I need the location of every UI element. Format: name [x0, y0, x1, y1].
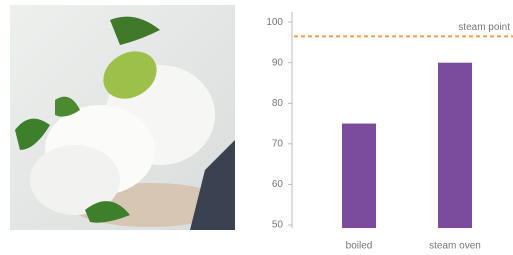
bar [438, 63, 472, 228]
bar [342, 124, 376, 228]
x-tick-label: steam oven [429, 241, 481, 252]
y-tick-label: 80 [272, 98, 284, 109]
y-tick-label: 60 [272, 179, 284, 190]
y-tick-label: 100 [266, 17, 283, 28]
y-tick-label: 70 [272, 138, 284, 149]
page: 50 60 70 80 90 100 boiled steam oven steam point [0, 0, 513, 255]
reference-label: steam point [458, 22, 510, 33]
food-photo [10, 5, 235, 230]
x-tick-label: boiled [346, 241, 373, 252]
y-tick-label: 90 [272, 57, 284, 68]
y-tick-label: 50 [272, 220, 284, 231]
